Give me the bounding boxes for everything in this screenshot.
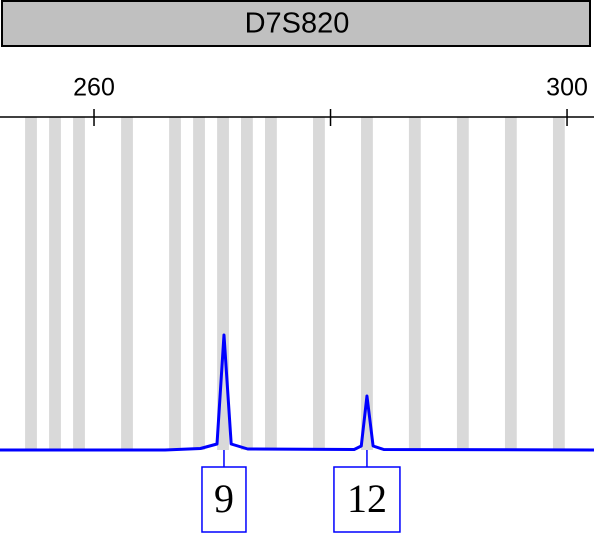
allele-call-label: 9 — [214, 476, 234, 521]
allele-bin — [217, 117, 229, 450]
header-bar — [1, 0, 591, 47]
allele-bin — [552, 117, 565, 450]
allele-bin — [313, 117, 325, 450]
allele-call-label: 12 — [347, 476, 387, 521]
allele-bin — [265, 117, 277, 450]
allele-bin — [49, 117, 61, 450]
allele-bin — [169, 117, 181, 450]
allele-call-box — [201, 466, 247, 533]
x-tick-label: 260 — [73, 74, 115, 102]
allele-bin — [504, 117, 517, 450]
chart-title: D7S820 — [245, 8, 350, 40]
allele-bin — [193, 117, 205, 450]
allele-call-box — [333, 466, 401, 533]
trace — [0, 333, 594, 452]
allele-bin — [456, 117, 469, 450]
allele-bin — [361, 117, 373, 450]
allele-bin — [73, 117, 85, 450]
allele-bin — [408, 117, 421, 450]
allele-bin — [241, 117, 253, 450]
x-tick-label: 300 — [546, 74, 588, 102]
allele-bin — [121, 117, 133, 450]
allele-bin — [25, 117, 37, 450]
